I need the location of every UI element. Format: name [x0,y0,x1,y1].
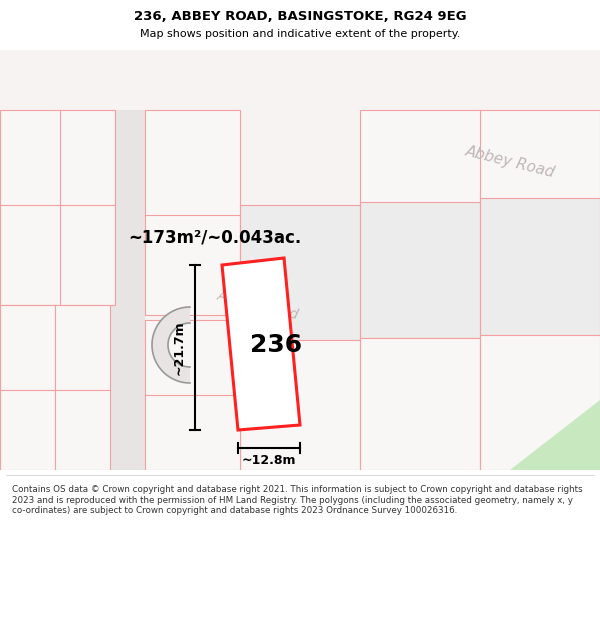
Text: 236: 236 [250,332,302,356]
Text: Abbey Road: Abbey Road [464,144,556,181]
Polygon shape [240,205,360,340]
Text: ~173m²/~0.043ac.: ~173m²/~0.043ac. [128,229,302,247]
Polygon shape [360,338,480,470]
Polygon shape [152,307,190,383]
Text: Contains OS data © Crown copyright and database right 2021. This information is : Contains OS data © Crown copyright and d… [12,486,583,515]
Polygon shape [360,110,600,225]
Polygon shape [510,400,600,470]
Text: Abbey Road: Abbey Road [216,288,300,322]
Polygon shape [360,202,480,338]
Text: ~21.7m: ~21.7m [173,320,185,375]
Polygon shape [480,198,600,335]
Polygon shape [0,50,600,470]
Text: Map shows position and indicative extent of the property.: Map shows position and indicative extent… [140,29,460,39]
Polygon shape [222,258,300,430]
Polygon shape [240,340,360,470]
Polygon shape [145,110,240,315]
Polygon shape [0,110,115,305]
Polygon shape [0,170,600,352]
Text: ~12.8m: ~12.8m [242,454,296,468]
Text: 236, ABBEY ROAD, BASINGSTOKE, RG24 9EG: 236, ABBEY ROAD, BASINGSTOKE, RG24 9EG [134,10,466,23]
Polygon shape [145,320,240,470]
Polygon shape [480,335,600,470]
Polygon shape [0,305,110,470]
Polygon shape [110,110,145,470]
